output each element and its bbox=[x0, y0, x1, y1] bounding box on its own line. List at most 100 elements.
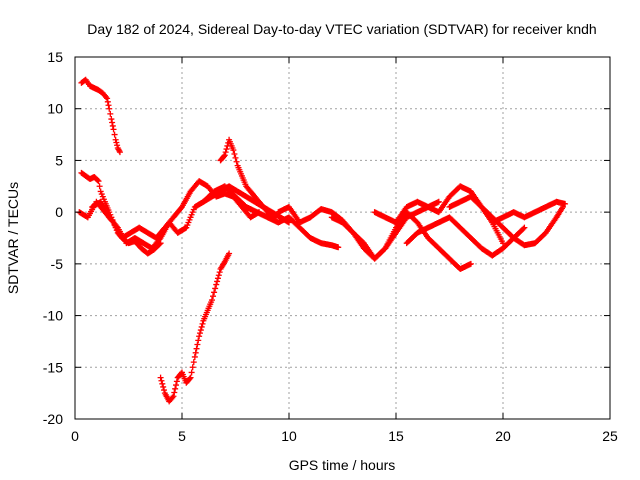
data-point bbox=[109, 122, 116, 129]
y-axis-label: SDTVAR / TECUs bbox=[5, 182, 21, 294]
data-point bbox=[195, 337, 202, 344]
data-point bbox=[158, 377, 165, 384]
data-point bbox=[107, 110, 114, 117]
data-point bbox=[196, 330, 203, 337]
data-point bbox=[157, 374, 164, 381]
data-point bbox=[198, 323, 205, 330]
data-point bbox=[170, 393, 177, 400]
data-point bbox=[187, 374, 194, 381]
data-point bbox=[112, 136, 119, 143]
data-point bbox=[197, 327, 204, 334]
x-axis-label: GPS time / hours bbox=[289, 457, 396, 473]
data-point bbox=[193, 345, 200, 352]
ticks-layer: 0 5 10 15 20 25 -20 -15 -10 -5 0 5 10 15 bbox=[43, 49, 618, 444]
data-point bbox=[171, 389, 178, 396]
plot-frame bbox=[74, 56, 611, 420]
y-tick-label-7: 15 bbox=[47, 49, 63, 65]
data-point bbox=[199, 320, 206, 327]
data-point bbox=[190, 359, 197, 366]
data-point bbox=[381, 246, 388, 253]
series-arc-j bbox=[371, 183, 506, 247]
y-tick-label-5: 5 bbox=[55, 152, 63, 168]
data-point bbox=[435, 198, 442, 205]
data-point bbox=[108, 116, 115, 123]
data-point bbox=[214, 278, 221, 285]
data-point bbox=[221, 152, 228, 159]
data-point bbox=[520, 225, 527, 232]
data-point bbox=[94, 177, 101, 184]
y-tick-label-2: -10 bbox=[43, 308, 63, 324]
data-point bbox=[500, 240, 506, 247]
data-points-layer bbox=[76, 76, 569, 405]
data-point bbox=[188, 369, 195, 376]
data-point bbox=[116, 149, 123, 156]
data-point bbox=[212, 285, 219, 292]
data-point bbox=[103, 94, 110, 101]
data-point bbox=[231, 150, 238, 157]
data-point bbox=[232, 154, 239, 161]
data-point bbox=[111, 131, 118, 138]
data-point bbox=[109, 119, 116, 126]
data-point bbox=[160, 383, 167, 390]
x-tick-label-5: 25 bbox=[602, 428, 618, 444]
data-point bbox=[96, 183, 103, 190]
data-point bbox=[169, 394, 176, 401]
y-tick-label-3: -5 bbox=[51, 256, 64, 272]
data-point bbox=[214, 275, 221, 282]
data-point bbox=[116, 147, 123, 154]
data-point bbox=[233, 158, 240, 165]
x-tick-label-3: 15 bbox=[388, 428, 404, 444]
data-point bbox=[106, 105, 113, 112]
series-arc-k bbox=[403, 214, 528, 259]
y-tick-label-0: -20 bbox=[43, 411, 63, 427]
data-point bbox=[113, 223, 120, 230]
x-tick-label-2: 10 bbox=[281, 428, 297, 444]
data-point bbox=[110, 126, 117, 133]
data-point bbox=[161, 387, 168, 394]
series-arc-l bbox=[446, 193, 566, 249]
series-arc-a bbox=[78, 76, 123, 156]
data-point bbox=[192, 349, 199, 356]
series-arc-e bbox=[157, 250, 233, 405]
data-point bbox=[213, 281, 220, 288]
data-point bbox=[104, 95, 111, 102]
y-tick-label-1: -15 bbox=[43, 359, 63, 375]
chart-title: Day 182 of 2024, Sidereal Day-to-day VTE… bbox=[87, 21, 596, 37]
data-point bbox=[335, 244, 342, 251]
data-point bbox=[114, 142, 121, 149]
data-point bbox=[156, 236, 163, 243]
grid-layer bbox=[75, 57, 610, 419]
data-point bbox=[173, 378, 180, 385]
data-point bbox=[467, 260, 474, 267]
data-point bbox=[191, 353, 198, 360]
data-point bbox=[208, 297, 215, 304]
data-point bbox=[186, 375, 193, 382]
data-point bbox=[210, 293, 217, 300]
data-point bbox=[173, 382, 180, 389]
data-point bbox=[194, 341, 201, 348]
series-arc-g bbox=[200, 183, 342, 251]
series-arc-f bbox=[217, 136, 280, 221]
y-tick-label-4: 0 bbox=[55, 204, 63, 220]
x-tick-label-1: 5 bbox=[178, 428, 186, 444]
data-point bbox=[196, 333, 203, 340]
data-point bbox=[211, 289, 218, 296]
data-point bbox=[172, 385, 179, 392]
data-point bbox=[115, 146, 122, 153]
x-tick-label-0: 0 bbox=[71, 428, 79, 444]
data-point bbox=[226, 250, 233, 257]
data-point bbox=[286, 219, 292, 226]
data-point bbox=[222, 149, 229, 156]
data-point bbox=[215, 272, 222, 279]
data-point bbox=[220, 153, 227, 160]
data-point bbox=[223, 146, 230, 153]
data-point bbox=[95, 178, 102, 185]
data-point bbox=[159, 380, 166, 387]
series-arc-m bbox=[489, 198, 569, 226]
data-point bbox=[521, 224, 528, 231]
data-point bbox=[105, 102, 112, 109]
data-point bbox=[113, 139, 120, 146]
data-point bbox=[230, 147, 237, 154]
data-point bbox=[562, 200, 569, 207]
